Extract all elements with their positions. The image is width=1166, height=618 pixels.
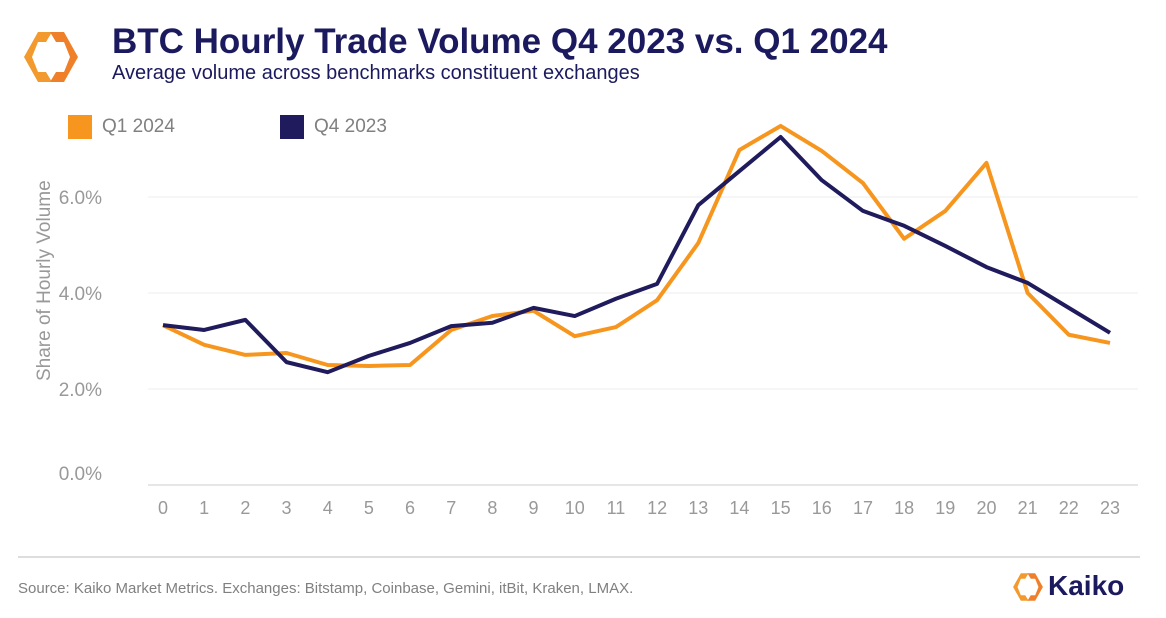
x-tick-label: 4	[323, 498, 333, 518]
y-tick-label: 0.0%	[59, 464, 102, 485]
line-chart: 0.0%2.0%4.0%6.0%0 1 2 3 4 5 6 7 8 9 10 11 12 13 14 15 16…	[59, 123, 1138, 518]
series-line-q1-2024	[162, 123, 1111, 368]
x-tick-label: 18	[894, 498, 914, 518]
x-tick-label: 6	[405, 498, 415, 518]
x-tick-label: 0	[158, 498, 168, 518]
chart-subtitle: Average volume across benchmarks constit…	[112, 62, 640, 84]
source-note: Source: Kaiko Market Metrics. Exchanges:…	[18, 580, 634, 597]
x-tick-label: 13	[688, 498, 708, 518]
x-tick-label: 14	[729, 498, 749, 518]
x-tick-label: 21	[1018, 498, 1038, 518]
x-tick-label: 20	[976, 498, 996, 518]
x-tick-label: 8	[487, 498, 497, 518]
x-tick-label: 17	[853, 498, 873, 518]
legend-swatch	[68, 115, 92, 139]
y-tick-label: 4.0%	[59, 284, 102, 305]
x-tick-label: 2	[240, 498, 250, 518]
kaiko-brand-icon	[1013, 573, 1043, 601]
series-line-q4-2023	[162, 135, 1112, 375]
legend-item-q1-2024: Q1 2024	[68, 115, 175, 139]
x-tick-label: 23	[1100, 498, 1120, 518]
chart-title: BTC Hourly Trade Volume Q4 2023 vs. Q1 2…	[112, 22, 888, 61]
x-tick-label: 11	[607, 498, 626, 518]
x-tick-label: 1	[199, 498, 209, 518]
x-tick-label: 3	[282, 498, 292, 518]
legend-swatch	[280, 115, 304, 139]
y-tick-label: 6.0%	[59, 188, 102, 209]
x-tick-label: 15	[771, 498, 791, 518]
x-tick-label: 9	[529, 498, 539, 518]
legend-label: Q4 2023	[314, 116, 387, 137]
brand-name: Kaiko	[1048, 570, 1125, 601]
footer-divider	[18, 556, 1140, 558]
kaiko-logo-icon	[24, 32, 78, 82]
x-tick-label: 10	[565, 498, 585, 518]
x-tick-label: 22	[1059, 498, 1079, 518]
legend-label: Q1 2024	[102, 116, 175, 137]
y-tick-label: 2.0%	[59, 380, 102, 401]
x-tick-label: 16	[812, 498, 832, 518]
x-tick-label: 7	[446, 498, 456, 518]
x-tick-label: 5	[364, 498, 374, 518]
x-tick-label: 19	[935, 498, 955, 518]
x-tick-label: 12	[647, 498, 667, 518]
legend-item-q4-2023: Q4 2023	[280, 115, 387, 139]
